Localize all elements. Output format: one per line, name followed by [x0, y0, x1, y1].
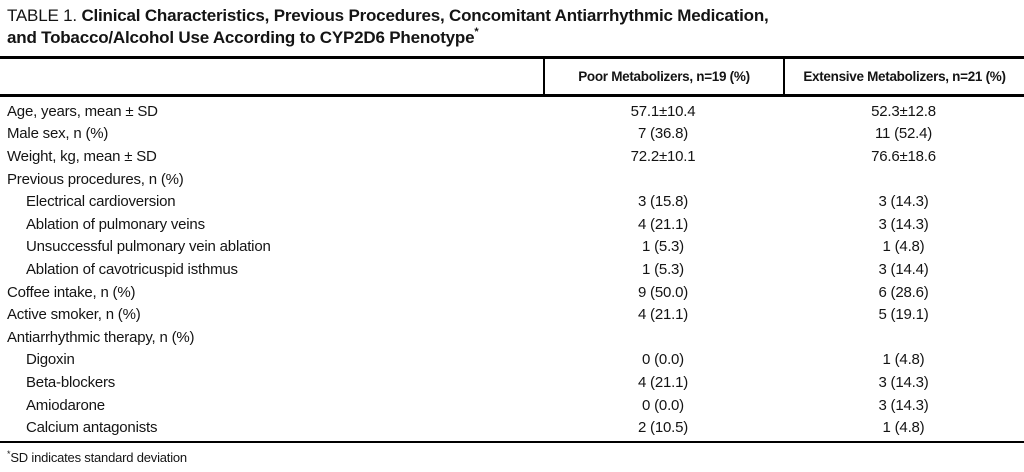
row-label: Ablation of pulmonary veins	[26, 215, 205, 233]
table-row-calcium-antagonists: Calcium antagonists 2 (10.5) 1 (4.8)	[0, 416, 1024, 439]
poor-value: 0 (0.0)	[642, 351, 684, 369]
table-row-ablation-cavotricuspid-isthmus: Ablation of cavotricuspid isthmus 1 (5.3…	[0, 258, 1024, 281]
table-footnote: *SD indicates standard deviation	[0, 443, 1024, 465]
table-row-digoxin: Digoxin 0 (0.0) 1 (4.8)	[0, 349, 1024, 372]
table-row-amiodarone: Amiodarone 0 (0.0) 3 (14.3)	[0, 394, 1024, 417]
row-label: Beta-blockers	[26, 373, 116, 391]
column-header-poor-metabolizers: Poor Metabolizers, n=19 (%)	[543, 59, 783, 94]
extensive-value: 5 (19.1)	[878, 306, 929, 324]
poor-value: 7 (36.8)	[637, 125, 689, 143]
header-cell-empty	[0, 59, 543, 94]
extensive-value: 6 (28.6)	[878, 283, 929, 301]
extensive-value: 3 (14.3)	[878, 193, 929, 211]
extensive-value: 3 (14.4)	[878, 260, 929, 278]
extensive-value: 11 (52.4)	[874, 125, 933, 143]
poor-value: 4 (21.1)	[637, 215, 689, 233]
row-label: Antiarrhythmic therapy, n (%)	[7, 328, 195, 346]
poor-value: 2 (10.5)	[637, 419, 689, 437]
table-row-male-sex: Male sex, n (%) 7 (36.8) 11 (52.4)	[0, 123, 1024, 146]
column-header-extensive-metabolizers: Extensive Metabolizers, n=21 (%)	[783, 59, 1024, 94]
row-label: Male sex, n (%)	[7, 125, 109, 143]
poor-value: 3 (15.8)	[637, 193, 689, 211]
table-row-electrical-cardioversion: Electrical cardioversion 3 (15.8) 3 (14.…	[0, 190, 1024, 213]
poor-value: 4 (21.1)	[637, 306, 689, 324]
table-row-ablation-pulmonary-veins: Ablation of pulmonary veins 4 (21.1) 3 (…	[0, 213, 1024, 236]
row-label: Coffee intake, n (%)	[7, 283, 136, 301]
extensive-value: 1 (4.8)	[882, 351, 925, 369]
row-label: Active smoker, n (%)	[7, 306, 141, 324]
table-row-antiarrhythmic-therapy-group: Antiarrhythmic therapy, n (%)	[0, 326, 1024, 349]
row-label: Amiodarone	[26, 396, 105, 414]
extensive-value: 3 (14.3)	[878, 215, 929, 233]
table-row-coffee-intake: Coffee intake, n (%) 9 (50.0) 6 (28.6)	[0, 281, 1024, 304]
extensive-value: 1 (4.8)	[882, 238, 925, 256]
table-row-previous-procedures-group: Previous procedures, n (%)	[0, 168, 1024, 191]
extensive-value: 3 (14.3)	[878, 396, 929, 414]
table-row-beta-blockers: Beta-blockers 4 (21.1) 3 (14.3)	[0, 371, 1024, 394]
table-title-line1: Clinical Characteristics, Previous Proce…	[81, 6, 769, 25]
table-row-unsuccessful-pv-ablation: Unsuccessful pulmonary vein ablation 1 (…	[0, 236, 1024, 259]
poor-value: 72.2±10.1	[630, 147, 696, 165]
row-label: Age, years, mean ± SD	[7, 102, 158, 120]
table-number: TABLE 1.	[7, 6, 77, 25]
table-body: Age, years, mean ± SD 57.1±10.4 52.3±12.…	[0, 97, 1024, 443]
title-footnote-marker: *	[474, 26, 479, 38]
table-row-weight: Weight, kg, mean ± SD 72.2±10.1 76.6±18.…	[0, 145, 1024, 168]
extensive-value: 76.6±18.6	[871, 147, 936, 165]
poor-value: 4 (21.1)	[637, 373, 689, 391]
table-title: TABLE 1. Clinical Characteristics, Previ…	[0, 0, 1024, 49]
row-label: Weight, kg, mean ± SD	[7, 147, 157, 165]
footnote-text: SD indicates standard deviation	[10, 449, 187, 465]
poor-value: 1 (5.3)	[642, 238, 684, 256]
table-header-row: Poor Metabolizers, n=19 (%) Extensive Me…	[0, 56, 1024, 97]
row-label: Electrical cardioversion	[26, 193, 176, 211]
row-label: Ablation of cavotricuspid isthmus	[26, 260, 238, 278]
poor-value: 9 (50.0)	[637, 283, 689, 301]
row-label: Unsuccessful pulmonary vein ablation	[26, 238, 271, 256]
footnote-marker: *	[7, 448, 11, 459]
poor-value: 57.1±10.4	[630, 102, 696, 120]
poor-value: 1 (5.3)	[642, 260, 684, 278]
extensive-value: 3 (14.3)	[878, 373, 929, 391]
row-label: Calcium antagonists	[26, 419, 158, 437]
table-row-age: Age, years, mean ± SD 57.1±10.4 52.3±12.…	[0, 100, 1024, 123]
table-title-line2: and Tobacco/Alcohol Use According to CYP…	[7, 28, 475, 47]
poor-value: 0 (0.0)	[642, 396, 684, 414]
extensive-value: 1 (4.8)	[882, 419, 925, 437]
row-label: Previous procedures, n (%)	[7, 170, 184, 188]
row-label: Digoxin	[26, 351, 75, 369]
table-row-active-smoker: Active smoker, n (%) 4 (21.1) 5 (19.1)	[0, 303, 1024, 326]
extensive-value: 52.3±12.8	[871, 102, 936, 120]
